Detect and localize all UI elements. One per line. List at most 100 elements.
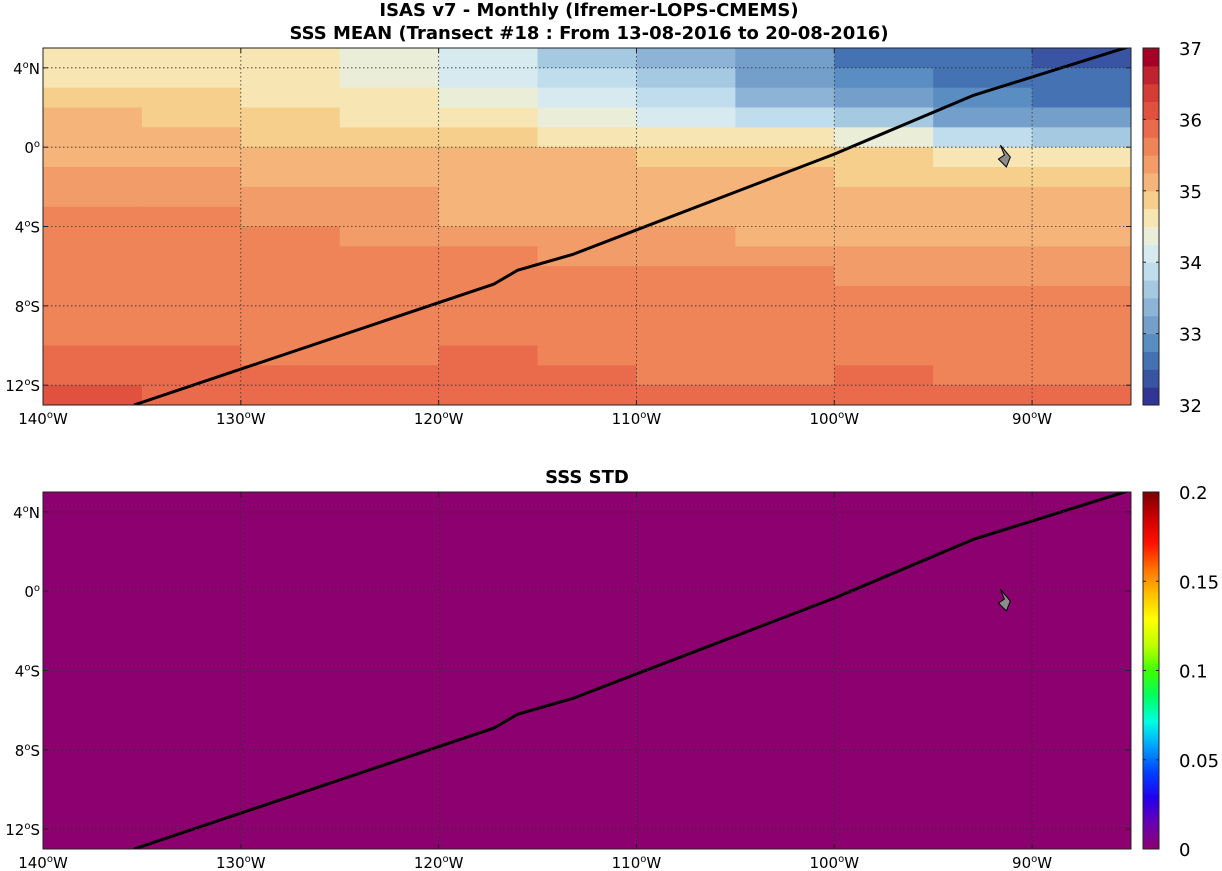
y-tick-label-hemi: S <box>30 663 40 681</box>
sss-cell <box>43 206 143 228</box>
degree-symbol: o <box>24 821 30 832</box>
sss-cell <box>636 345 736 366</box>
sss-cell <box>636 246 736 267</box>
sss-cell <box>438 48 539 69</box>
sss-cell <box>43 226 143 247</box>
colorbar-tick-label: 33 <box>1179 325 1202 346</box>
sss-cell <box>933 67 1033 89</box>
colorbar-tick-label: 35 <box>1179 182 1202 203</box>
sss-cell <box>43 186 143 208</box>
sss-cell <box>933 186 1033 208</box>
sss-cell <box>537 67 638 89</box>
panel-title-sss-std: SSS STD <box>545 467 629 488</box>
sss-cell <box>1032 167 1131 188</box>
sss-cell <box>240 87 341 109</box>
sss-cell <box>438 107 539 128</box>
sss-cell <box>636 167 736 188</box>
y-tick-label: 0o <box>24 583 40 601</box>
sss-cell <box>537 167 638 188</box>
y-tick-label: 4oS <box>15 663 40 681</box>
sss-cell <box>933 226 1033 247</box>
sss-cell <box>141 127 242 148</box>
y-tick-label-deg: 0 <box>24 139 34 157</box>
y-tick-label-deg: 4 <box>15 219 25 237</box>
sss-cell <box>933 286 1033 307</box>
x-tick-label-deg: 110 <box>612 410 641 428</box>
sss-cell <box>834 345 934 366</box>
sss-cell <box>735 365 835 386</box>
sss-cell <box>537 206 638 228</box>
x-tick-label: 130oW <box>216 410 266 428</box>
sss-cell <box>636 385 736 405</box>
y-tick-label: 4oN <box>13 504 40 522</box>
sss-cell <box>1032 147 1131 168</box>
x-tick-label-hemi: W <box>844 854 859 871</box>
sss-cell <box>43 385 143 405</box>
colorbar-tick-label: 0 <box>1179 840 1190 861</box>
sss-cell <box>933 167 1033 188</box>
x-tick-label-hemi: W <box>646 854 661 871</box>
degree-symbol: o <box>1031 854 1037 865</box>
sss-cell <box>339 325 440 347</box>
x-tick-label-hemi: W <box>1037 854 1052 871</box>
x-tick-label: 100oW <box>809 410 859 428</box>
sss-cell <box>43 246 143 267</box>
sss-cell <box>438 87 539 109</box>
sss-cell <box>834 186 934 208</box>
sss-cell <box>43 266 143 287</box>
colorbar-segment <box>1143 297 1159 317</box>
sss-cell <box>1032 345 1131 366</box>
sss-cell <box>735 147 835 168</box>
sss-cell <box>735 87 835 109</box>
sss-cell <box>933 345 1033 366</box>
y-tick-label: 12oS <box>5 821 40 839</box>
sss-cell <box>834 385 934 405</box>
sss-cell <box>339 167 440 188</box>
sss-cell <box>43 345 143 366</box>
sss-cell <box>141 385 242 405</box>
sss-cell <box>834 167 934 188</box>
sss-cell <box>43 286 143 307</box>
sss-cell <box>141 206 242 228</box>
x-tick-label-hemi: W <box>1037 410 1052 428</box>
sss-cell <box>339 147 440 168</box>
sss-cell <box>636 107 736 128</box>
sss-cell <box>834 266 934 287</box>
sss-cell <box>933 365 1033 386</box>
degree-symbol: o <box>24 377 30 388</box>
sss-cell <box>438 226 539 247</box>
sss-cell <box>735 167 835 188</box>
y-tick-label: 8oS <box>15 742 40 760</box>
colorbar-segment <box>1143 190 1159 210</box>
colorbar-tick-label: 36 <box>1179 110 1202 131</box>
y-tick-label-hemi: N <box>29 60 40 78</box>
sss-cell <box>834 246 934 267</box>
sss-cell <box>141 345 242 366</box>
sss-cell <box>240 206 341 228</box>
x-tick-label-deg: 100 <box>809 854 838 871</box>
sss-cell <box>141 266 242 287</box>
sss-cell <box>438 206 539 228</box>
colorbar-segment <box>1143 208 1159 227</box>
y-tick-label-deg: 8 <box>15 298 25 316</box>
sss-cell <box>43 127 143 148</box>
sss-cell <box>240 147 341 168</box>
data-field <box>43 48 1131 405</box>
y-tick-label-deg: 4 <box>13 504 23 522</box>
y-tick-label-hemi: S <box>30 742 40 760</box>
colorbar-segment <box>1143 226 1159 245</box>
sss-cell <box>933 385 1033 405</box>
colorbar-segment <box>1143 137 1159 156</box>
sss-cell <box>636 48 736 69</box>
sss-cell <box>240 107 341 128</box>
x-tick-label: 110oW <box>612 410 662 428</box>
sss-cell <box>339 345 440 366</box>
sss-cell <box>240 127 341 148</box>
sss-cell <box>438 385 539 405</box>
sss-cell <box>636 305 736 327</box>
sss-cell <box>141 67 242 89</box>
colorbar-tick-label: 0.05 <box>1179 751 1219 772</box>
figure-title: ISAS v7 - Monthly (Ifremer-LOPS-CMEMS) <box>379 0 798 21</box>
colorbar-gradient <box>1143 492 1159 849</box>
